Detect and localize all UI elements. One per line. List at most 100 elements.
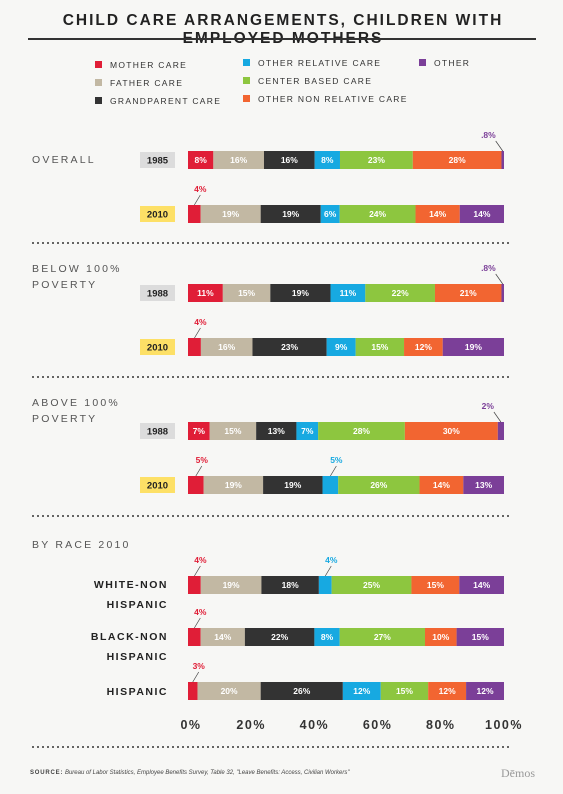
data-label-by-race-2010-hispanic-0: 3% <box>193 661 206 671</box>
bar-segment-overall-2010-other-relative-care <box>320 205 340 223</box>
data-label-by-race-2010-white-non-hispanic-2: 18% <box>282 580 299 590</box>
bar-segment-by-race-2010-hispanic-center-based-care <box>380 682 429 700</box>
bar-segment-by-race-2010-white-non-hispanic-grandparent-care <box>261 576 319 594</box>
data-label-overall-2010-0: 4% <box>194 184 207 194</box>
row-label-by-race-2010-hispanic: HISPANIC <box>107 686 168 698</box>
x-tick-label: 20% <box>236 718 266 732</box>
x-tick-label: 40% <box>300 718 330 732</box>
data-label-below-100-poverty-1988-5: 21% <box>460 288 477 298</box>
legend-swatch-father-care <box>95 79 102 86</box>
legend-swatch-mother-care <box>95 61 102 68</box>
row-label-by-race-2010-black-non-hispanic: BLACK-NON <box>91 631 168 643</box>
data-label-by-race-2010-black-non-hispanic-0: 4% <box>194 607 207 617</box>
bar-segment-by-race-2010-black-non-hispanic-grandparent-care <box>244 628 315 646</box>
legend-label-other: OTHER <box>434 58 470 68</box>
legend-label-other-non-relative-care: OTHER NON RELATIVE CARE <box>258 94 408 104</box>
data-label-by-race-2010-hispanic-2: 26% <box>293 686 310 696</box>
bar-segment-by-race-2010-black-non-hispanic-father-care <box>200 628 245 646</box>
bar-segment-by-race-2010-hispanic-other-relative-care <box>342 682 381 700</box>
row-label-overall-2010: 2010 <box>147 210 168 221</box>
data-label-by-race-2010-white-non-hispanic-4: 25% <box>363 580 380 590</box>
row-label-by-race-2010-white-non-hispanic: WHITE-NON <box>94 579 168 591</box>
bar-segment-below-100-poverty-2010-grandparent-care <box>252 338 327 356</box>
title-rule <box>28 38 536 40</box>
bar-segment-above-100-poverty-1988-other-relative-care <box>296 422 319 440</box>
data-label-by-race-2010-white-non-hispanic-5: 15% <box>427 580 444 590</box>
bar-segment-by-race-2010-white-non-hispanic-father-care <box>200 576 262 594</box>
data-label-below-100-poverty-1988-6: .8% <box>481 263 496 273</box>
data-label-overall-1985-3: 8% <box>321 155 334 165</box>
row-label-bg-overall-2010 <box>140 206 175 222</box>
data-label-by-race-2010-white-non-hispanic-1: 19% <box>223 580 240 590</box>
leader-line-by-race-2010-white-non-hispanic-3 <box>324 565 332 577</box>
data-label-above-100-poverty-1988-5: 30% <box>443 426 460 436</box>
data-label-by-race-2010-black-non-hispanic-4: 27% <box>374 632 391 642</box>
data-label-by-race-2010-hispanic-4: 15% <box>396 686 413 696</box>
group-label-by-race-2010: BY RACE 2010 <box>32 539 131 551</box>
data-label-above-100-poverty-1988-0: 7% <box>193 426 206 436</box>
bar-segment-above-100-poverty-2010-mother-care <box>188 476 204 494</box>
bar-segment-above-100-poverty-2010-other-non-relative-care <box>419 476 464 494</box>
bar-segment-by-race-2010-black-non-hispanic-other-relative-care <box>314 628 340 646</box>
data-label-below-100-poverty-2010-1: 16% <box>218 342 235 352</box>
row-label-by-race-2010-white-non-hispanic: HISPANIC <box>107 599 168 611</box>
bar-segment-above-100-poverty-2010-center-based-care <box>338 476 420 494</box>
bar-segment-overall-1985-other-non-relative-care <box>412 151 502 169</box>
bar-segment-above-100-poverty-2010-grandparent-care <box>263 476 323 494</box>
data-label-above-100-poverty-1988-2: 13% <box>268 426 285 436</box>
leader-line-above-100-poverty-2010-3 <box>330 465 337 477</box>
row-label-below-100-poverty-1988: 1988 <box>147 289 168 300</box>
data-label-overall-1985-1: 16% <box>230 155 247 165</box>
data-label-by-race-2010-hispanic-3: 12% <box>353 686 370 696</box>
data-label-below-100-poverty-2010-2: 23% <box>281 342 298 352</box>
row-label-bg-below-100-poverty-1988 <box>140 285 175 301</box>
bar-segment-overall-1985-other-relative-care <box>314 151 340 169</box>
legend-label-center-based-care: CENTER BASED CARE <box>258 76 372 86</box>
row-label-by-race-2010-black-non-hispanic: HISPANIC <box>107 651 168 663</box>
bar-segment-overall-1985-father-care <box>213 151 264 169</box>
bar-segment-below-100-poverty-1988-father-care <box>222 284 271 302</box>
data-label-above-100-poverty-2010-0: 5% <box>196 455 209 465</box>
data-label-below-100-poverty-1988-3: 11% <box>340 288 357 298</box>
row-label-above-100-poverty-2010: 2010 <box>147 481 168 492</box>
data-label-above-100-poverty-1988-3: 7% <box>301 426 314 436</box>
bar-segment-above-100-poverty-2010-father-care <box>203 476 264 494</box>
source-note: SOURCE: Bureau of Labor Statistics, Empl… <box>30 770 450 776</box>
bar-segment-above-100-poverty-1988-grandparent-care <box>256 422 297 440</box>
leader-line-by-race-2010-black-non-hispanic-0 <box>194 617 201 629</box>
data-label-overall-1985-0: 8% <box>195 155 208 165</box>
bar-segment-by-race-2010-white-non-hispanic-other <box>459 576 504 594</box>
data-label-overall-2010-3: 6% <box>324 209 337 219</box>
data-label-overall-2010-6: 14% <box>473 209 490 219</box>
x-tick-label: 60% <box>363 718 393 732</box>
legend-swatch-other <box>419 59 426 66</box>
data-label-by-race-2010-hispanic-6: 12% <box>477 686 494 696</box>
data-label-overall-1985-5: 28% <box>449 155 466 165</box>
data-label-above-100-poverty-1988-1: 15% <box>224 426 241 436</box>
leader-line-by-race-2010-hispanic-0 <box>192 671 200 683</box>
data-label-below-100-poverty-2010-6: 19% <box>465 342 482 352</box>
row-label-bg-overall-1985 <box>140 152 175 168</box>
data-label-above-100-poverty-2010-3: 5% <box>330 455 343 465</box>
data-label-below-100-poverty-2010-4: 15% <box>371 342 388 352</box>
data-label-below-100-poverty-2010-0: 4% <box>194 317 207 327</box>
bar-segment-below-100-poverty-1988-other <box>501 284 504 302</box>
bar-segment-by-race-2010-hispanic-grandparent-care <box>260 682 343 700</box>
bar-segment-above-100-poverty-1988-mother-care <box>188 422 210 440</box>
row-label-bg-above-100-poverty-2010 <box>140 477 175 493</box>
data-label-by-race-2010-black-non-hispanic-3: 8% <box>321 632 334 642</box>
data-label-by-race-2010-black-non-hispanic-2: 22% <box>271 632 288 642</box>
data-label-by-race-2010-black-non-hispanic-6: 15% <box>472 632 489 642</box>
bar-segment-overall-2010-mother-care <box>188 205 201 223</box>
data-label-overall-2010-5: 14% <box>429 209 446 219</box>
data-label-above-100-poverty-1988-6: 2% <box>482 401 495 411</box>
leader-line-above-100-poverty-2010-0 <box>195 465 203 477</box>
leader-line-below-100-poverty-2010-0 <box>194 327 201 339</box>
bar-segment-by-race-2010-white-non-hispanic-other-non-relative-care <box>411 576 460 594</box>
bar-segment-by-race-2010-white-non-hispanic-mother-care <box>188 576 201 594</box>
legend-label-other-relative-care: OTHER RELATIVE CARE <box>258 58 381 68</box>
data-label-overall-2010-2: 19% <box>282 209 299 219</box>
group-label-above-100-poverty: POVERTY <box>32 413 97 425</box>
data-label-above-100-poverty-2010-1: 19% <box>225 480 242 490</box>
